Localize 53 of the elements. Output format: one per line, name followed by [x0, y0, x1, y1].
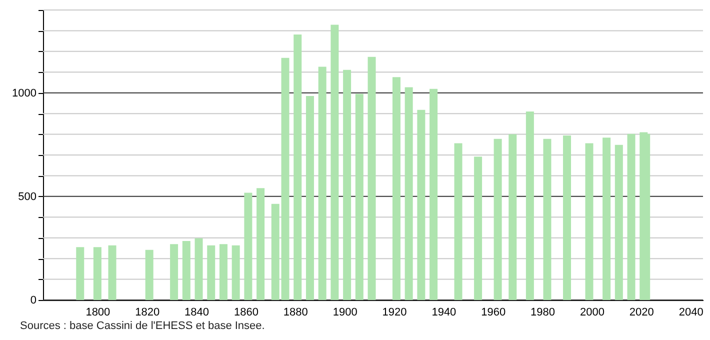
y-tick-label: 500 — [18, 190, 36, 203]
bar — [232, 245, 240, 300]
x-tick-label: 1860 — [234, 306, 258, 318]
source-note: Sources : base Cassini de l'EHESS et base Insee. — [20, 320, 265, 332]
bar — [585, 143, 594, 300]
bar — [294, 34, 302, 300]
bar — [281, 58, 290, 300]
bar — [182, 240, 190, 300]
x-tick-label: 2020 — [629, 306, 654, 318]
bar — [526, 112, 534, 300]
bar — [392, 77, 400, 300]
x-tick-label: 1960 — [481, 306, 506, 318]
x-tick-label: 1940 — [432, 306, 456, 318]
bar — [454, 143, 462, 300]
bar — [108, 245, 116, 300]
bar — [76, 247, 84, 300]
y-tick-label: 1000 — [12, 87, 36, 100]
x-tick-label: 1900 — [332, 306, 358, 318]
bar — [474, 156, 482, 300]
x-tick-label: 1980 — [530, 306, 556, 318]
bar — [207, 245, 216, 300]
bar — [170, 244, 178, 300]
x-tick-label: 2040 — [678, 306, 704, 318]
bar — [494, 138, 502, 300]
bar — [355, 94, 364, 300]
bar — [330, 24, 339, 300]
bar — [543, 138, 552, 300]
bar — [508, 134, 517, 300]
x-tick-label: 1800 — [86, 306, 110, 318]
bar — [271, 204, 280, 300]
x-tick-label: 2000 — [580, 306, 604, 318]
bar — [93, 247, 102, 300]
bar — [256, 188, 265, 300]
y-tick-label: 0 — [30, 294, 36, 306]
bar — [563, 136, 572, 300]
bar — [627, 134, 636, 300]
bar — [343, 70, 352, 300]
bar — [194, 238, 203, 300]
bar — [430, 88, 438, 300]
bar — [417, 110, 426, 300]
bar — [614, 144, 623, 300]
x-tick-label: 1820 — [135, 306, 160, 318]
bar — [368, 56, 376, 300]
bar — [145, 250, 154, 300]
bar — [244, 192, 252, 300]
x-tick-label: 1920 — [382, 306, 407, 318]
bar — [318, 66, 326, 300]
bar — [404, 87, 413, 300]
bar — [306, 96, 314, 300]
bar — [602, 138, 611, 300]
x-tick-label: 1840 — [184, 306, 210, 318]
x-tick-label: 1880 — [283, 306, 308, 318]
bar — [219, 244, 228, 300]
